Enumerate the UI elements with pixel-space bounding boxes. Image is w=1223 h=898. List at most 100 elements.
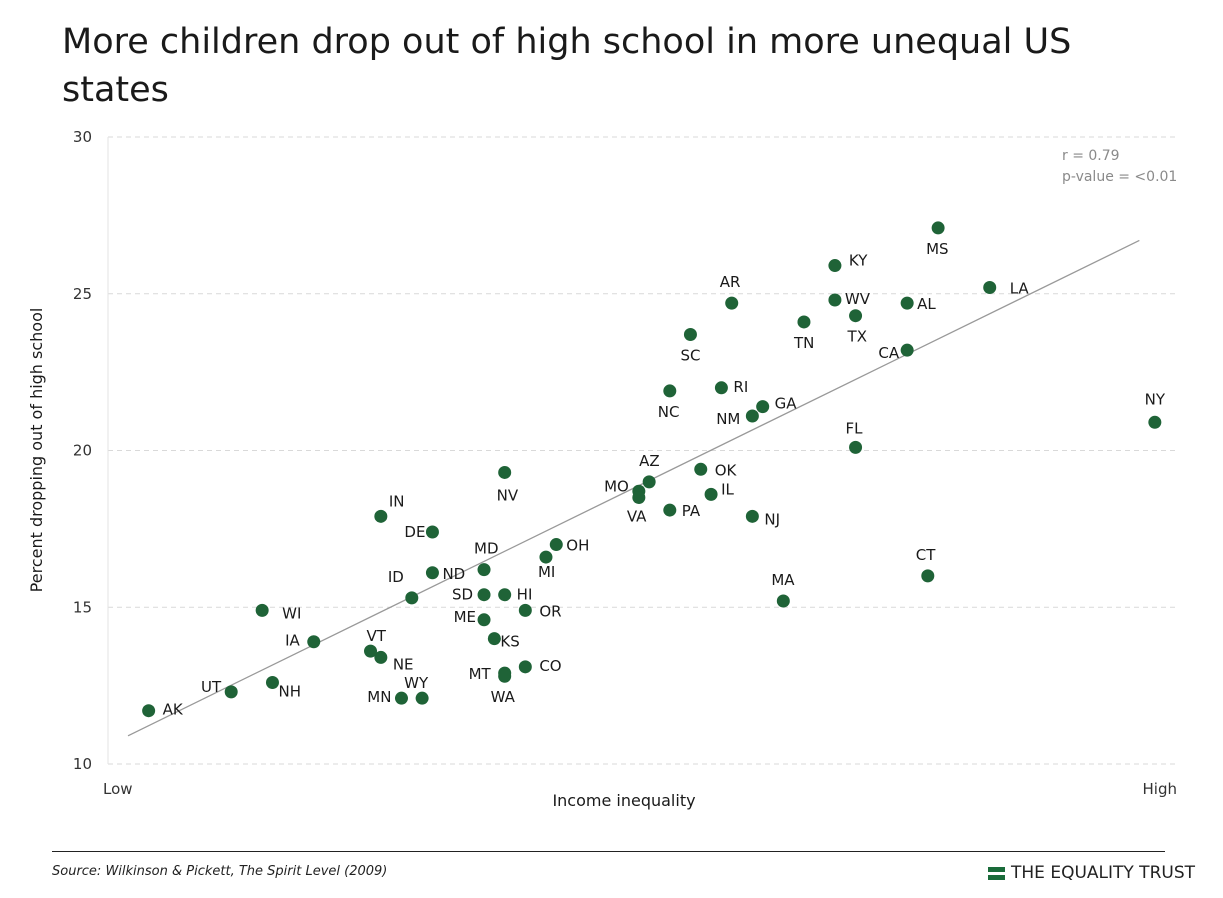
data-point-co <box>518 660 532 674</box>
point-label-mn: MN <box>367 688 391 706</box>
point-label-mi: MI <box>538 563 555 581</box>
y-axis-title: Percent dropping out of high school <box>27 308 46 593</box>
data-point-ri <box>714 381 728 395</box>
y-tick-label: 10 <box>73 755 92 773</box>
r-value: r = 0.79 <box>1062 148 1120 164</box>
data-point-ut <box>224 685 238 699</box>
point-label-al: AL <box>917 295 936 313</box>
point-label-de: DE <box>404 523 425 541</box>
data-point-va <box>632 491 646 505</box>
point-label-ri: RI <box>733 378 748 396</box>
point-label-ut: UT <box>201 678 222 696</box>
point-label-oh: OH <box>566 537 589 555</box>
point-label-nc: NC <box>658 403 680 421</box>
point-label-wi: WI <box>282 604 301 622</box>
data-point-ga <box>756 400 770 414</box>
x-tick-label-high: High <box>1143 780 1177 798</box>
data-point-ak <box>142 704 156 718</box>
data-point-id <box>405 591 419 605</box>
data-point-fl <box>849 440 863 454</box>
point-label-nd: ND <box>442 565 465 583</box>
point-label-nm: NM <box>716 410 740 428</box>
data-point-ia <box>307 635 321 649</box>
data-point-de <box>425 525 439 539</box>
point-label-fl: FL <box>846 419 864 437</box>
data-point-il <box>704 487 718 501</box>
data-point-in <box>374 509 388 523</box>
point-label-ct: CT <box>916 546 936 564</box>
data-point-ne <box>374 650 388 664</box>
point-label-tx: TX <box>847 328 867 346</box>
point-label-nh: NH <box>278 682 301 700</box>
brand-logo: THE EQUALITY TRUST <box>988 863 1195 883</box>
data-point-nj <box>745 509 759 523</box>
correlation-stats: r = 0.79 p-value = <0.01 <box>1062 146 1177 188</box>
grid-lines <box>107 136 1175 765</box>
data-point-ks <box>487 632 501 646</box>
point-label-me: ME <box>454 608 476 626</box>
source-note: Source: Wilkinson & Pickett, The Spirit … <box>52 864 388 879</box>
p-value: p-value = <0.01 <box>1062 169 1178 185</box>
point-label-wy: WY <box>404 674 429 692</box>
data-point-ma <box>776 594 790 608</box>
data-point-al <box>900 296 914 310</box>
data-point-mn <box>394 691 408 705</box>
data-point-tn <box>797 315 811 329</box>
x-axis-ticks: Low High <box>103 780 1177 798</box>
x-axis-title: Income inequality <box>552 791 695 810</box>
data-point-me <box>477 613 491 627</box>
point-label-hi: HI <box>517 586 533 604</box>
data-point-md <box>477 563 491 577</box>
data-point-pa <box>663 503 677 517</box>
data-point-oh <box>549 538 563 552</box>
data-point-ny <box>1148 415 1162 429</box>
point-label-nv: NV <box>497 486 519 504</box>
point-label-mo: MO <box>604 477 629 495</box>
data-point-nc <box>663 384 677 398</box>
x-tick-label-low: Low <box>103 780 133 798</box>
point-label-md: MD <box>474 540 499 558</box>
data-point-ca <box>900 343 914 357</box>
data-point-or <box>518 603 532 617</box>
y-tick-label: 30 <box>73 128 92 146</box>
point-label-nj: NJ <box>764 510 780 528</box>
data-point-mi <box>539 550 553 564</box>
point-label-il: IL <box>721 480 734 498</box>
data-point-wi <box>255 603 269 617</box>
data-point-sc <box>683 328 697 342</box>
data-points <box>142 221 1162 718</box>
point-label-ok: OK <box>715 461 738 479</box>
data-point-ct <box>921 569 935 583</box>
data-point-nd <box>425 566 439 580</box>
point-label-ia: IA <box>285 632 300 650</box>
point-label-tn: TN <box>793 334 814 352</box>
point-label-ky: KY <box>849 252 868 270</box>
scatter-plot: 10 15 20 25 30 Low High AK UT WI NH IA VT NE IN MN ID W… <box>27 128 1177 810</box>
point-label-wv: WV <box>845 290 871 308</box>
footer-divider <box>52 851 1165 852</box>
data-point-ky <box>828 259 842 273</box>
data-point-nm <box>745 409 759 423</box>
point-label-ca: CA <box>878 344 899 362</box>
point-label-sd: SD <box>452 586 473 604</box>
data-point-hi <box>498 588 512 602</box>
y-tick-label: 15 <box>73 598 92 616</box>
y-axis-ticks: 10 15 20 25 30 <box>73 128 92 773</box>
data-point-ar <box>725 296 739 310</box>
point-label-ar: AR <box>720 273 741 291</box>
data-point-ok <box>694 462 708 476</box>
point-label-az: AZ <box>639 452 660 470</box>
point-label-id: ID <box>388 568 404 586</box>
point-label-ma: MA <box>771 571 795 589</box>
data-point-nv <box>498 465 512 479</box>
point-label-pa: PA <box>682 502 701 520</box>
point-label-ga: GA <box>775 395 798 413</box>
data-point-la <box>983 280 997 294</box>
data-point-nh <box>265 675 279 689</box>
point-label-in: IN <box>389 492 405 510</box>
point-label-ny: NY <box>1145 390 1166 408</box>
point-label-ks: KS <box>500 633 519 651</box>
data-point-wy <box>415 691 429 705</box>
point-labels: AK UT WI NH IA VT NE IN MN ID WY ND DE MD SD ME KS HI MT WA… <box>163 240 1166 719</box>
data-point-az <box>642 475 656 489</box>
